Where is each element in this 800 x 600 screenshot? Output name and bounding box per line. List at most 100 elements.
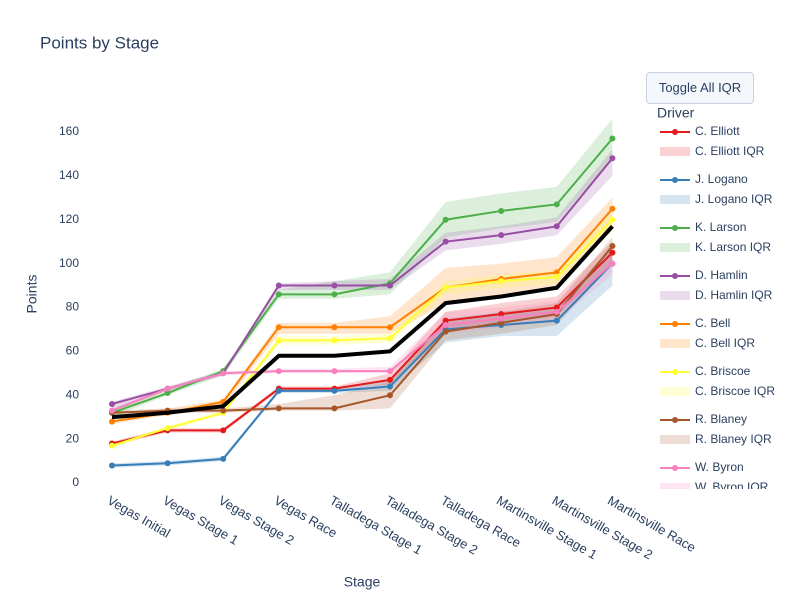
y-tick-label: 40 bbox=[66, 387, 80, 401]
data-point bbox=[164, 390, 171, 397]
data-point bbox=[387, 392, 393, 399]
data-point bbox=[220, 427, 227, 434]
x-tick-label: Talladega Stage 1 bbox=[327, 493, 425, 558]
data-point bbox=[109, 442, 115, 449]
chart-title: Points by Stage bbox=[40, 33, 159, 52]
legend-label[interactable]: W. Byron IQR bbox=[695, 480, 769, 494]
legend-label[interactable]: R. Blaney IQR bbox=[695, 432, 772, 446]
y-tick-label: 60 bbox=[66, 344, 80, 358]
legend-label[interactable]: C. Bell IQR bbox=[695, 336, 755, 350]
legend-label[interactable]: W. Byron bbox=[695, 460, 744, 474]
x-tick-label: Talladega Stage 2 bbox=[383, 493, 481, 558]
data-point bbox=[442, 317, 449, 324]
legend-label[interactable]: K. Larson IQR bbox=[695, 240, 771, 254]
data-point bbox=[220, 407, 227, 414]
data-point bbox=[498, 319, 505, 326]
data-point bbox=[275, 291, 282, 298]
y-tick-label: 120 bbox=[59, 212, 79, 226]
y-tick-label: 20 bbox=[66, 431, 80, 445]
legend-label[interactable]: C. Elliott bbox=[695, 124, 740, 138]
data-point bbox=[609, 216, 616, 223]
series-line bbox=[111, 262, 614, 467]
legend-marker[interactable] bbox=[672, 225, 678, 231]
legend-swatch[interactable] bbox=[660, 147, 690, 156]
legend-label[interactable]: C. Briscoe bbox=[695, 364, 751, 378]
data-point bbox=[609, 260, 616, 267]
data-point bbox=[164, 385, 171, 392]
y-tick-label: 160 bbox=[59, 124, 79, 138]
data-point bbox=[164, 460, 171, 467]
data-point bbox=[609, 135, 616, 142]
data-point bbox=[331, 368, 338, 375]
toggle-iqr-button[interactable]: Toggle All IQR bbox=[646, 72, 754, 104]
legend-swatch[interactable] bbox=[660, 483, 690, 492]
legend-marker[interactable] bbox=[672, 417, 678, 423]
data-point bbox=[387, 383, 393, 390]
data-point bbox=[553, 273, 560, 280]
y-tick-label: 100 bbox=[59, 256, 79, 270]
legend-label[interactable]: C. Elliott IQR bbox=[695, 144, 765, 158]
iqr-band bbox=[112, 248, 613, 413]
legend-swatch[interactable] bbox=[660, 243, 690, 252]
data-point bbox=[275, 368, 282, 375]
data-point bbox=[498, 232, 505, 239]
legend-marker[interactable] bbox=[672, 129, 678, 135]
data-point bbox=[220, 370, 227, 377]
legend-label[interactable]: C. Bell bbox=[695, 316, 730, 330]
data-point bbox=[609, 249, 616, 256]
iqr-band bbox=[112, 237, 613, 415]
legend-marker[interactable] bbox=[672, 177, 678, 183]
legend-marker[interactable] bbox=[672, 369, 678, 375]
data-point bbox=[609, 155, 616, 162]
data-point bbox=[164, 425, 171, 432]
x-tick-label: Martinsville Stage 1 bbox=[494, 493, 600, 563]
data-point bbox=[609, 243, 616, 250]
legend-label[interactable]: C. Briscoe IQR bbox=[695, 384, 775, 398]
data-point bbox=[331, 405, 338, 412]
legend-swatch[interactable] bbox=[660, 435, 690, 444]
legend-label[interactable]: D. Hamlin bbox=[695, 268, 748, 282]
series-line bbox=[111, 137, 614, 414]
legend-label[interactable]: R. Blaney bbox=[695, 412, 747, 426]
data-point bbox=[331, 291, 338, 298]
legend-label[interactable]: J. Logano bbox=[695, 172, 748, 186]
data-point bbox=[553, 304, 560, 311]
y-tick-label: 80 bbox=[66, 300, 80, 314]
data-point bbox=[331, 387, 338, 394]
data-point bbox=[387, 368, 393, 375]
legend-label[interactable]: K. Larson bbox=[695, 220, 746, 234]
series-line bbox=[111, 262, 614, 412]
legend-swatch[interactable] bbox=[660, 339, 690, 348]
data-point bbox=[442, 216, 449, 223]
data-point bbox=[275, 324, 282, 331]
data-point bbox=[498, 311, 505, 318]
legend-swatch[interactable] bbox=[660, 387, 690, 396]
data-point bbox=[442, 284, 449, 291]
data-point bbox=[275, 387, 282, 394]
data-point bbox=[442, 328, 449, 335]
data-point bbox=[498, 315, 505, 322]
data-point bbox=[109, 401, 115, 408]
legend-label[interactable]: D. Hamlin IQR bbox=[695, 288, 773, 302]
data-point bbox=[331, 282, 338, 289]
legend-marker[interactable] bbox=[672, 465, 678, 471]
legend-marker[interactable] bbox=[672, 273, 678, 279]
data-point bbox=[109, 418, 115, 425]
data-point bbox=[442, 238, 449, 245]
data-point bbox=[553, 201, 560, 208]
legend-label[interactable]: J. Logano IQR bbox=[695, 192, 773, 206]
legend-title: Driver bbox=[657, 105, 695, 121]
data-point bbox=[220, 455, 227, 462]
legend-swatch[interactable] bbox=[660, 291, 690, 300]
legend-marker[interactable] bbox=[672, 321, 678, 327]
data-point bbox=[387, 282, 393, 289]
series-line bbox=[111, 208, 614, 423]
series-line bbox=[111, 219, 614, 447]
data-point bbox=[387, 324, 393, 331]
data-point bbox=[331, 337, 338, 344]
legend-swatch[interactable] bbox=[660, 195, 690, 204]
data-point bbox=[442, 322, 449, 329]
data-point bbox=[331, 324, 338, 331]
